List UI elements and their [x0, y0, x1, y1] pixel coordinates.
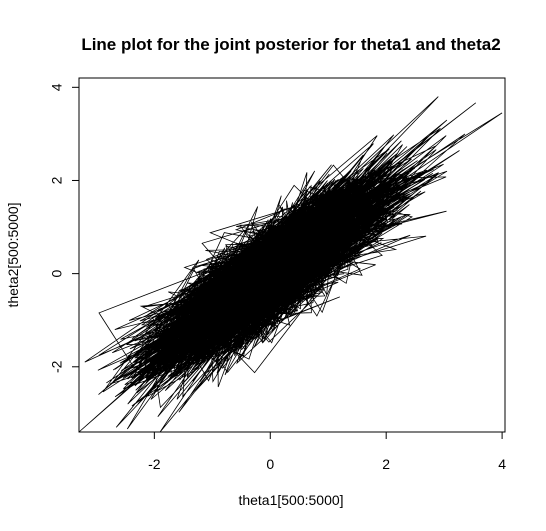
trace-layer	[78, 96, 503, 433]
y-tick-label: 0	[49, 270, 65, 278]
series-line	[78, 96, 503, 433]
x-tick-label: 4	[498, 456, 506, 472]
chart-title: Line plot for the joint posterior for th…	[81, 35, 500, 54]
x-axis-label: theta1[500:5000]	[238, 492, 343, 508]
x-axis: -2 0 2 4	[148, 431, 506, 472]
y-axis: -2 0 2 4	[49, 83, 80, 373]
x-tick-label: 2	[382, 456, 390, 472]
y-tick-label: -2	[49, 360, 65, 373]
y-tick-label: 2	[49, 176, 65, 184]
y-axis-label: theta2[500:5000]	[5, 202, 21, 307]
x-tick-label: -2	[148, 456, 161, 472]
x-tick-label: 0	[266, 456, 274, 472]
y-tick-label: 4	[49, 83, 65, 91]
